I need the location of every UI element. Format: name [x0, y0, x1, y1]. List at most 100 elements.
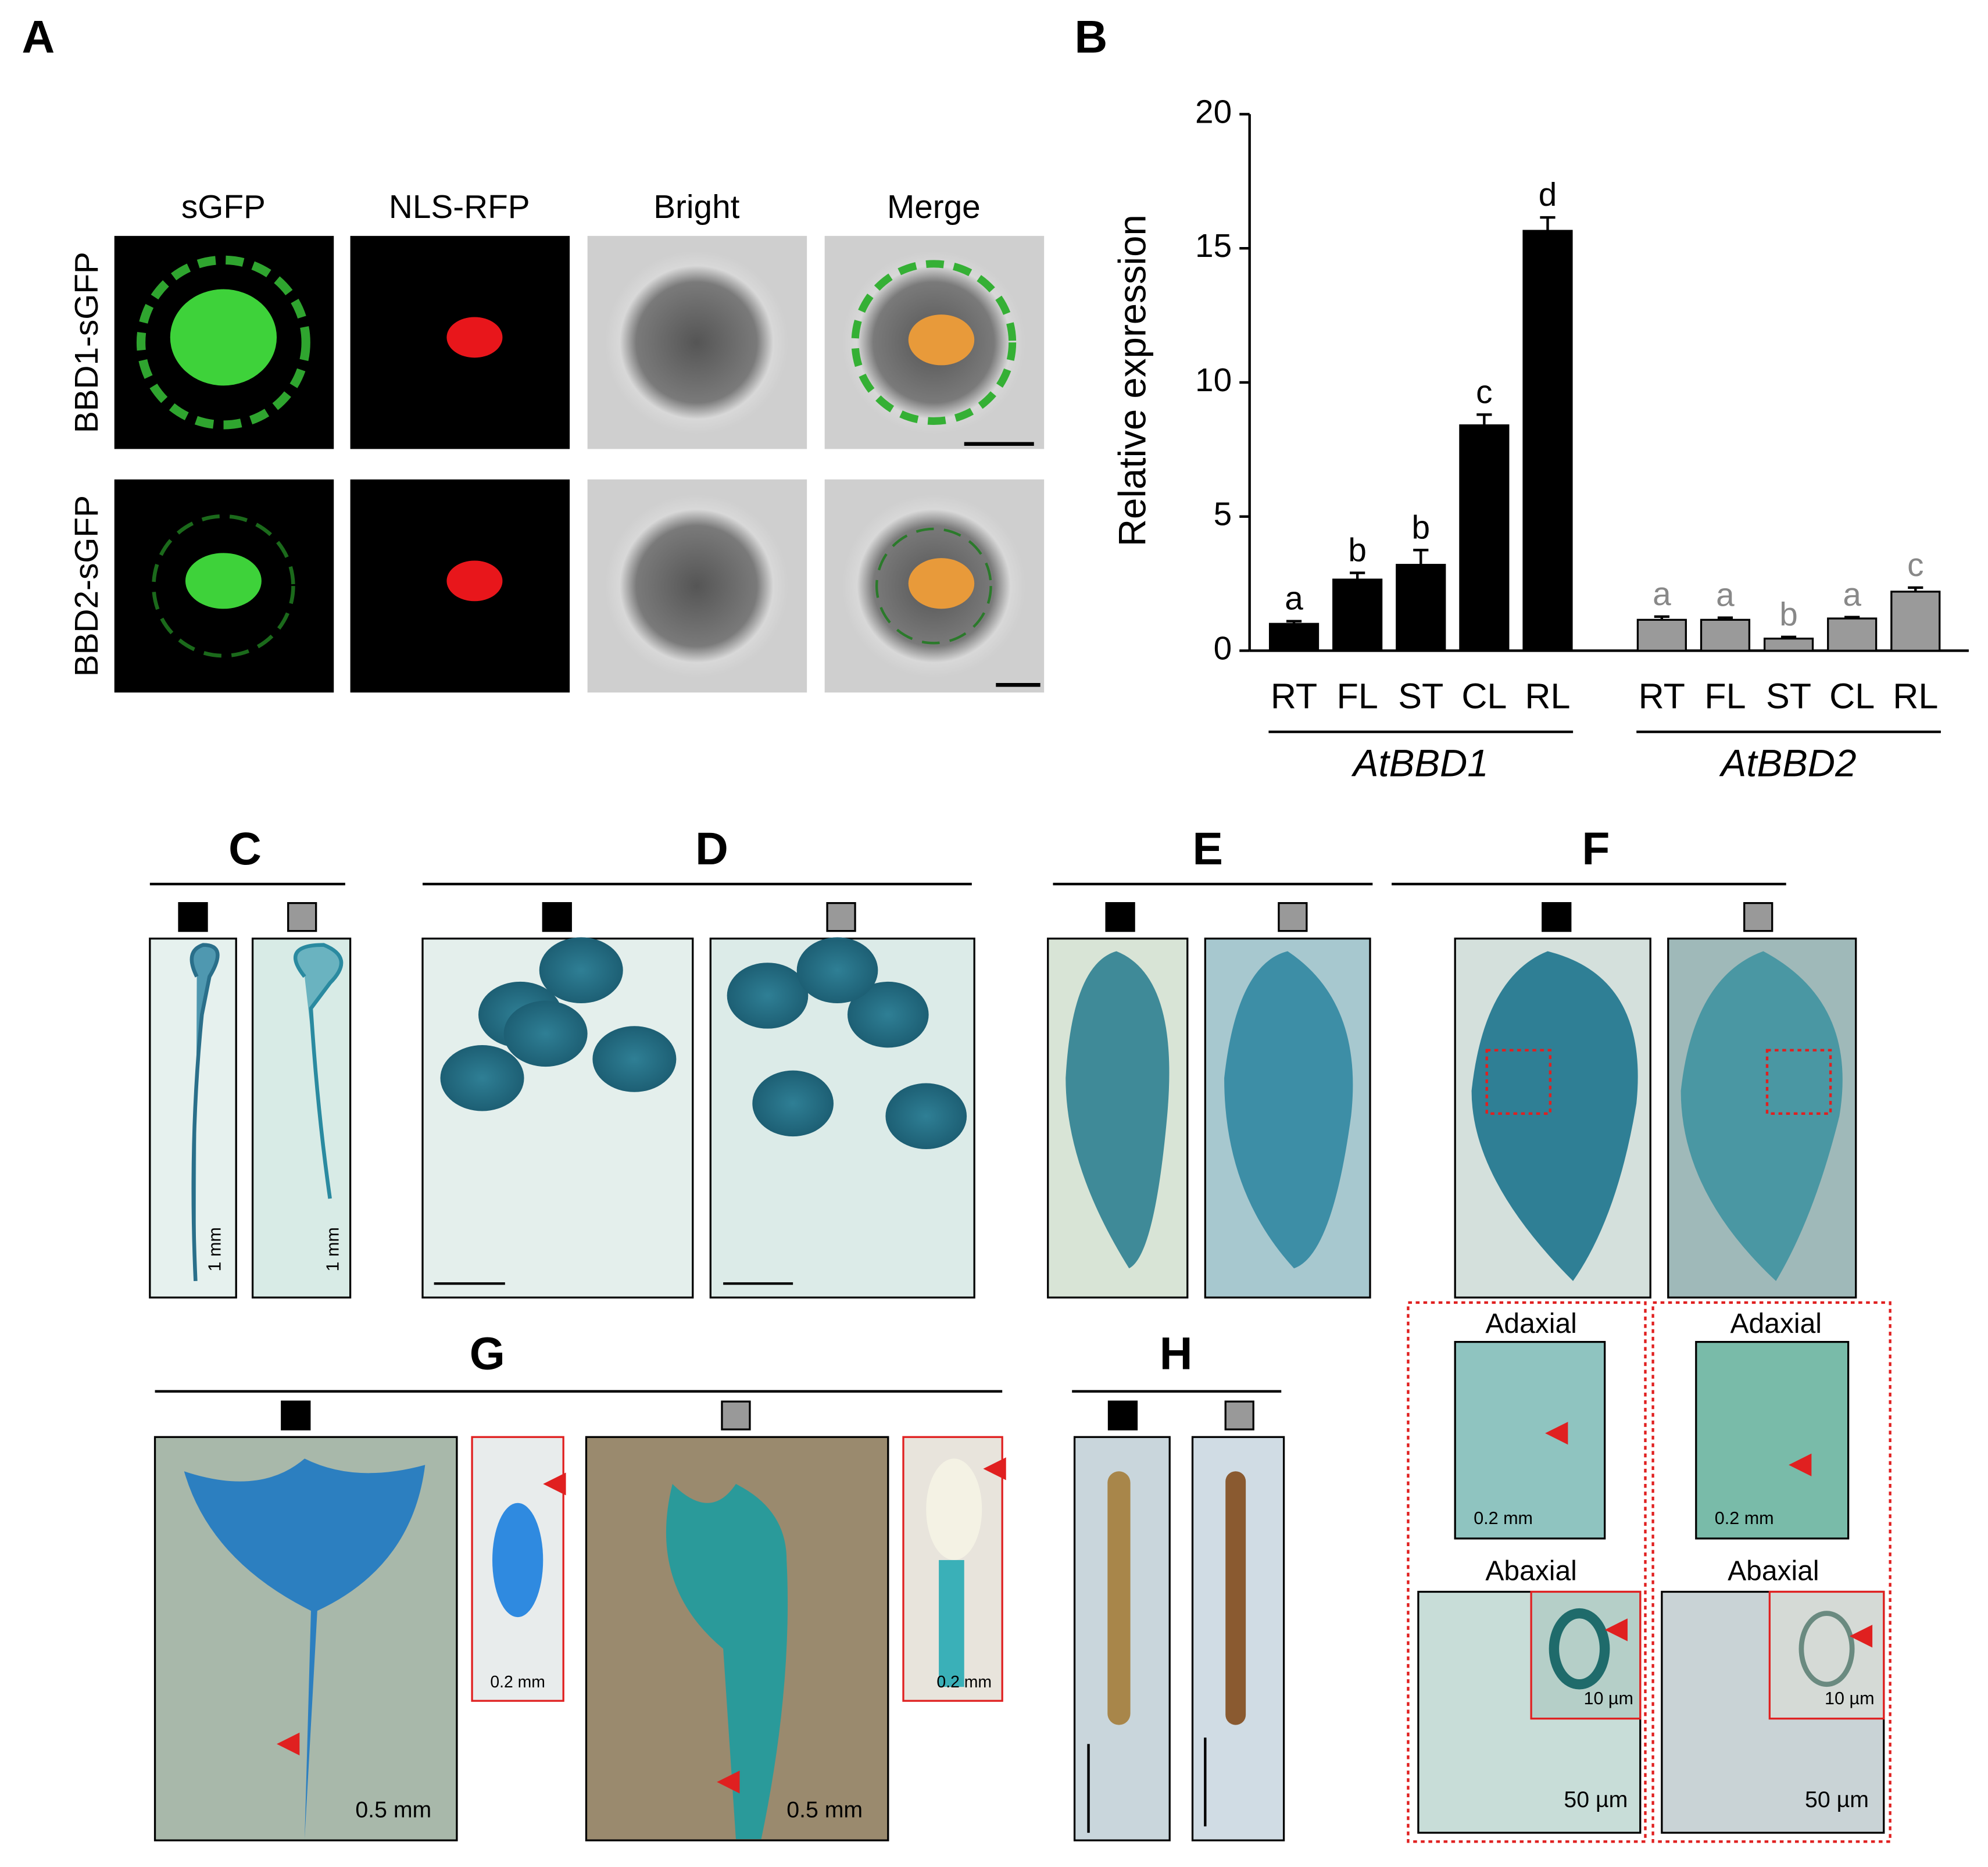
significance-letter: c	[1907, 547, 1923, 584]
genotype-key	[1224, 1400, 1254, 1430]
panel-label: F	[1582, 823, 1610, 874]
x-tick-label: FL	[1704, 676, 1746, 716]
significance-letter: b	[1348, 532, 1367, 569]
petal	[1065, 951, 1170, 1269]
group-label: AtBBD1	[1351, 742, 1489, 784]
leaf-blade	[1680, 951, 1843, 1281]
panel-label: E	[1192, 823, 1222, 874]
bar	[1396, 564, 1446, 652]
silique	[1107, 1471, 1131, 1725]
significance-letter: b	[1779, 596, 1798, 633]
leaf	[539, 937, 623, 1004]
image-panel	[1454, 1340, 1606, 1540]
flower	[184, 1458, 426, 1839]
protoplast	[605, 495, 788, 678]
y-tick-label: 20	[1195, 94, 1232, 130]
genotype-key	[826, 902, 856, 932]
panel-label: D	[695, 823, 728, 874]
bar	[1700, 618, 1751, 652]
scale-label: 0.2 mm	[1474, 1508, 1533, 1528]
row-label: BBD1-sGFP	[69, 252, 105, 433]
leaf	[885, 1083, 967, 1149]
image-panel	[1695, 1340, 1850, 1540]
column-header: Bright	[653, 189, 739, 226]
scale-label: 0.2 mm	[490, 1673, 545, 1691]
leaf	[847, 981, 929, 1048]
merge-core	[908, 314, 975, 366]
leaf	[752, 1070, 834, 1137]
arrowhead	[1789, 1453, 1812, 1476]
column-header: NLS-RFP	[389, 189, 530, 226]
significance-letter: d	[1539, 177, 1557, 213]
bar	[1522, 230, 1573, 652]
significance-letter: a	[1653, 576, 1671, 613]
significance-letter: b	[1411, 509, 1430, 546]
fluorescence	[446, 560, 503, 602]
seedling	[189, 943, 220, 1282]
fluorescence	[170, 289, 277, 386]
arrowhead	[717, 1771, 740, 1794]
genotype-key	[542, 902, 572, 932]
y-tick-label: 5	[1214, 496, 1232, 533]
bar	[1268, 623, 1320, 652]
zoom-box	[1485, 1049, 1552, 1115]
bar	[1890, 591, 1941, 652]
arrowhead	[1604, 1618, 1628, 1641]
leaf	[796, 937, 878, 1004]
petal	[1224, 951, 1353, 1269]
inset-label: Adaxial	[1730, 1308, 1822, 1339]
genotype-key	[178, 902, 208, 932]
leaf	[440, 1045, 524, 1111]
merge-rim	[875, 527, 992, 645]
y-tick-label: 15	[1195, 228, 1232, 264]
arrowhead	[983, 1457, 1006, 1480]
x-tick-label: ST	[1398, 676, 1443, 716]
seedling	[293, 943, 344, 1199]
y-axis-label: Relative expression	[1111, 214, 1154, 546]
column-header: Merge	[887, 189, 981, 226]
genotype-key	[1542, 902, 1572, 932]
genotype-key	[1105, 902, 1135, 932]
significance-letter: a	[1285, 581, 1303, 617]
scale-label: 0.5 mm	[786, 1797, 863, 1822]
group-label: AtBBD2	[1719, 742, 1857, 784]
image-panel	[1530, 1590, 1642, 1720]
leaf	[503, 1000, 588, 1067]
anther	[492, 1503, 544, 1618]
panel-label: G	[470, 1328, 505, 1379]
fluorescence	[185, 553, 262, 609]
x-tick-label: FL	[1337, 676, 1378, 716]
x-tick-label: RT	[1271, 676, 1317, 716]
bar	[1763, 637, 1814, 652]
flower	[666, 1484, 788, 1839]
zoom-box	[1765, 1049, 1832, 1115]
scale-label: 0.2 mm	[936, 1673, 992, 1691]
y-tick-label: 0	[1214, 630, 1232, 667]
protoplast	[605, 251, 788, 434]
image-panel	[421, 938, 694, 1299]
panel-label: C	[228, 823, 262, 874]
scale-label: 50 µm	[1805, 1787, 1869, 1812]
leaf	[592, 1026, 677, 1092]
stoma	[1549, 1608, 1610, 1690]
scale-label: 50 µm	[1564, 1787, 1628, 1812]
scale-label: 1 mm	[205, 1227, 224, 1271]
panel-label: A	[22, 12, 55, 63]
filament	[939, 1560, 964, 1687]
stoma	[1799, 1611, 1855, 1687]
leaf-blade	[1471, 951, 1638, 1281]
bar	[1827, 617, 1878, 652]
bar	[1636, 618, 1687, 652]
scale-label: 10 µm	[1825, 1689, 1874, 1708]
bar	[1332, 578, 1383, 652]
merge-core	[908, 558, 975, 609]
panel-label: B	[1075, 12, 1108, 63]
scale-label: 1 mm	[323, 1227, 342, 1271]
x-tick-label: RT	[1639, 676, 1685, 716]
fluorescence-rim	[136, 255, 310, 430]
anther	[926, 1458, 982, 1560]
inset-label: Adaxial	[1485, 1308, 1576, 1339]
leaf	[727, 963, 809, 1029]
inset-label: Abaxial	[1485, 1555, 1576, 1586]
